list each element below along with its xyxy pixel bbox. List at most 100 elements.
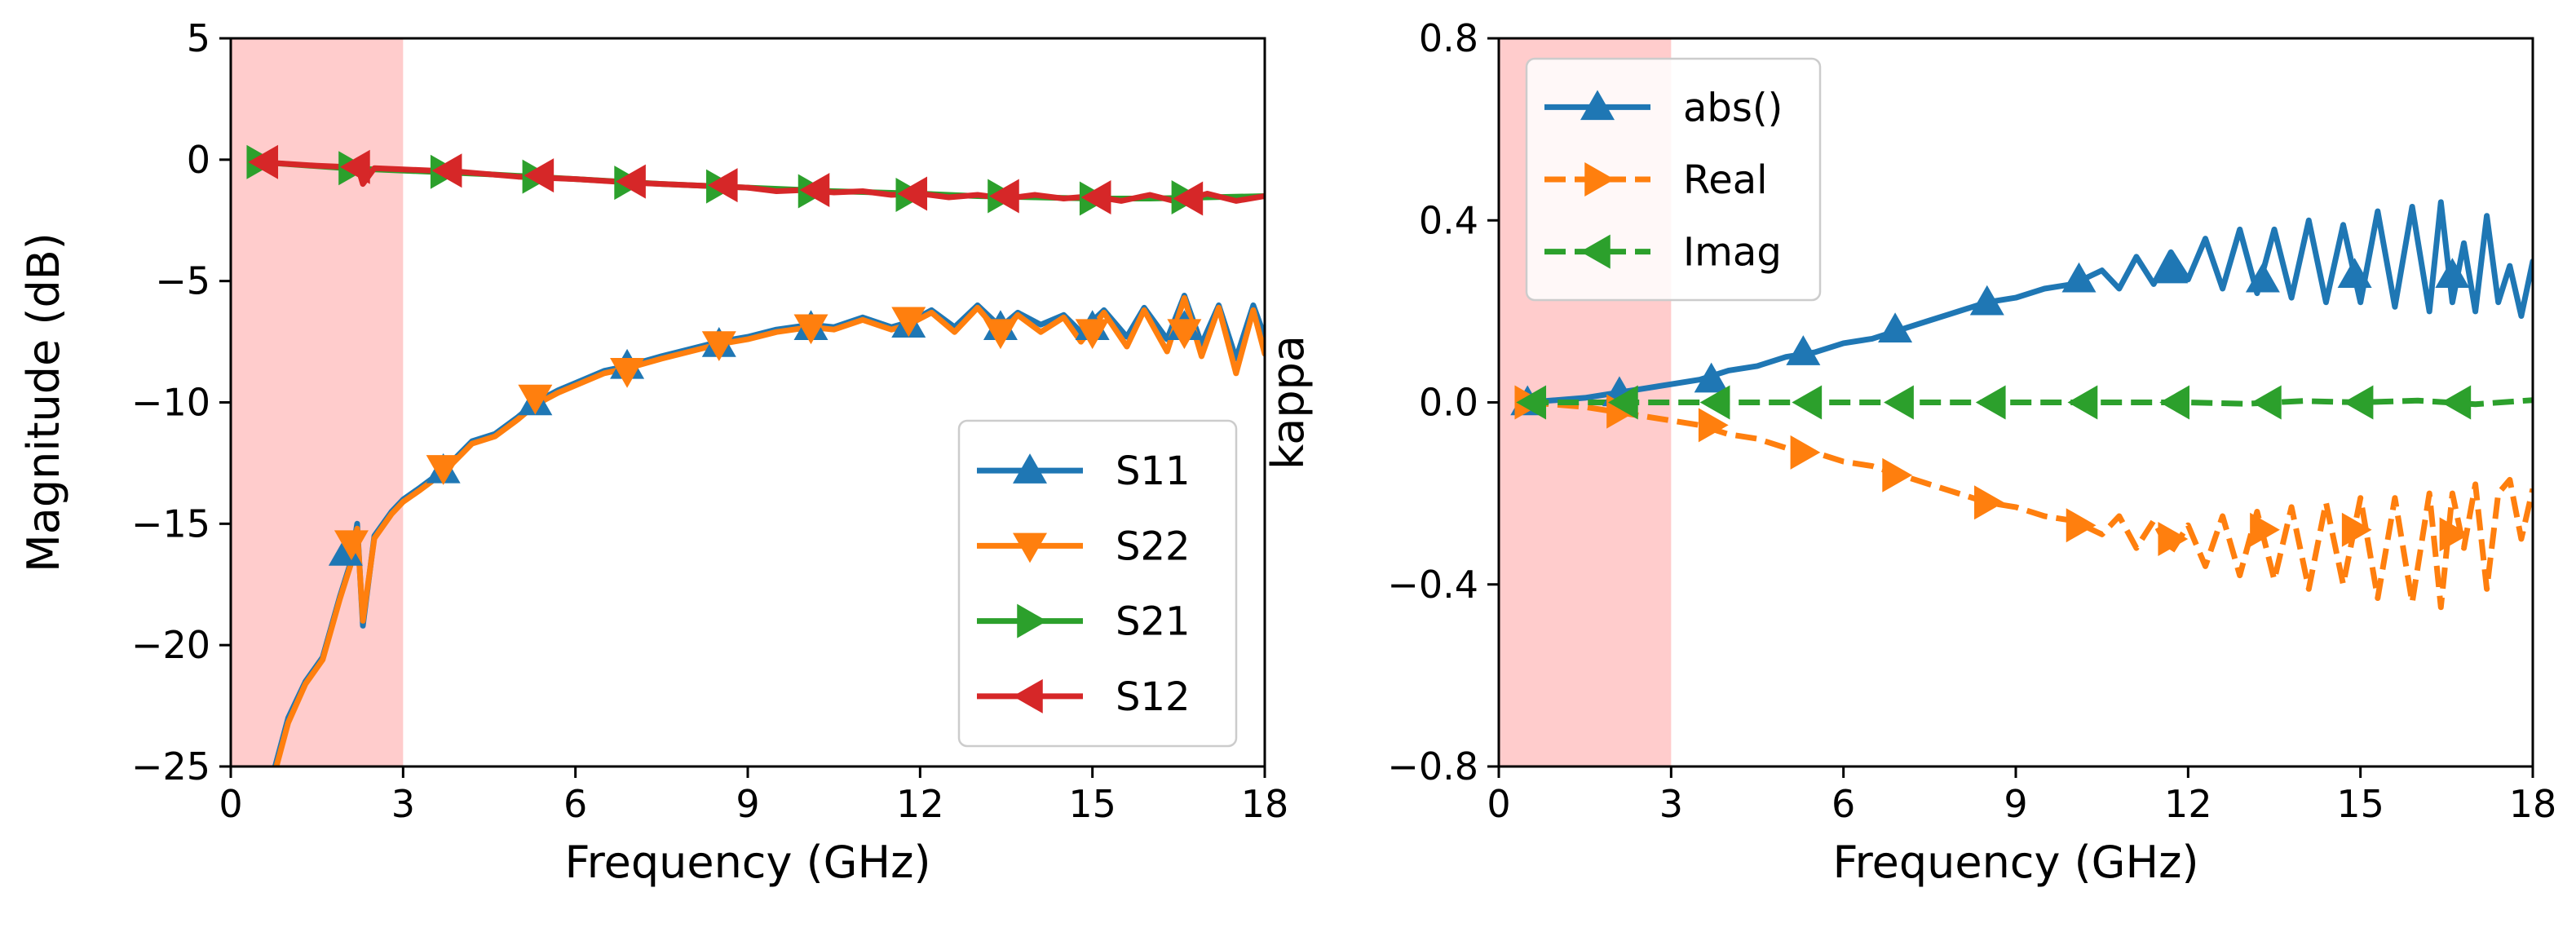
legend: abs() Real Imag bbox=[1525, 57, 1822, 302]
x-tick-label: 12 bbox=[2164, 782, 2212, 826]
legend-marker bbox=[1013, 678, 1043, 713]
plot-area bbox=[246, 144, 1265, 766]
shaded-band bbox=[231, 38, 404, 766]
legend-marker bbox=[1584, 162, 1615, 197]
series-marker-s22 bbox=[983, 319, 1018, 350]
series-marker-abs bbox=[1878, 312, 1913, 342]
series-marker-abs bbox=[1694, 362, 1729, 393]
legend-label: S21 bbox=[1116, 599, 1191, 645]
x-tick-label: 6 bbox=[1831, 782, 1855, 826]
y-tick-label: 0 bbox=[187, 138, 210, 182]
series-marker-s12 bbox=[616, 164, 646, 199]
legend-marker bbox=[1017, 603, 1047, 638]
series-marker-imag bbox=[1884, 385, 1914, 420]
plot-area bbox=[1510, 199, 2533, 611]
series-marker-imag bbox=[1792, 385, 1823, 420]
y-tick-label: −20 bbox=[131, 623, 210, 667]
series-marker-s12 bbox=[707, 168, 738, 203]
series-marker-s22 bbox=[1167, 319, 1202, 350]
x-tick-label: 15 bbox=[1068, 782, 1116, 826]
series-line-imag bbox=[1527, 397, 2533, 408]
series-marker-real bbox=[1698, 408, 1729, 443]
series-marker-imag bbox=[2067, 385, 2098, 420]
series-marker-real bbox=[2341, 512, 2372, 547]
series-marker-abs bbox=[2245, 262, 2280, 293]
series-line-s22 bbox=[273, 295, 1265, 766]
x-axis-label: Frequency (GHz) bbox=[564, 837, 930, 888]
y-tick-label: 5 bbox=[187, 16, 210, 60]
series-marker-imag bbox=[2251, 385, 2282, 420]
series-marker-abs bbox=[2435, 258, 2470, 288]
x-tick-label: 15 bbox=[2336, 782, 2384, 826]
series-marker-real bbox=[2250, 512, 2280, 547]
series-marker-abs bbox=[2061, 262, 2097, 293]
series-marker-real bbox=[1790, 435, 1821, 470]
x-tick-label: 3 bbox=[391, 782, 415, 826]
y-tick-label: −15 bbox=[131, 501, 210, 546]
series-marker-imag bbox=[2343, 385, 2374, 420]
series-line-s12 bbox=[256, 159, 1265, 205]
series-marker-s12 bbox=[897, 176, 928, 211]
y-tick-label: −25 bbox=[131, 744, 210, 788]
x-tick-label: 18 bbox=[1241, 782, 1289, 826]
legend-label: S11 bbox=[1116, 448, 1191, 494]
series-line-abs bbox=[1524, 199, 2533, 405]
series-marker-s22 bbox=[334, 530, 369, 561]
series-marker-abs bbox=[2337, 258, 2372, 288]
series-marker-s12 bbox=[799, 173, 830, 208]
series-marker-s22 bbox=[891, 307, 926, 338]
x-tick-label: 3 bbox=[1659, 782, 1683, 826]
series-marker-real bbox=[2158, 521, 2189, 556]
series-marker-s22 bbox=[1075, 319, 1110, 350]
legend-marker bbox=[1580, 234, 1611, 269]
legend-label: S12 bbox=[1116, 674, 1191, 720]
y-tick-label: 0.0 bbox=[1419, 381, 1478, 425]
chart-panel-mag: 0 3 6 9 12 15 18 5 0 −5 −10 −15 −20 −25 Frequency (GHz… bbox=[18, 16, 1288, 888]
series-marker-imag bbox=[2441, 385, 2472, 420]
legend: S11 S22 S21 S12 bbox=[957, 419, 1238, 748]
series-marker-s22 bbox=[518, 384, 553, 415]
legend-label: abs() bbox=[1683, 85, 1783, 130]
series-marker-s12 bbox=[431, 153, 462, 188]
series-marker-s22 bbox=[793, 314, 828, 345]
series-marker-imag bbox=[2159, 385, 2189, 420]
series-marker-s12 bbox=[989, 179, 1019, 214]
series-marker-imag bbox=[1607, 385, 1638, 420]
series-marker-imag bbox=[1975, 385, 2006, 420]
legend-marker bbox=[1013, 532, 1047, 563]
series-line-real bbox=[1527, 400, 2533, 611]
x-tick-label: 9 bbox=[2004, 782, 2027, 826]
x-tick-label: 0 bbox=[219, 782, 242, 826]
series-marker-s22 bbox=[426, 455, 461, 485]
series-marker-abs bbox=[1786, 335, 1821, 365]
legend-label: S22 bbox=[1116, 523, 1191, 569]
series-marker-abs bbox=[1969, 285, 2004, 316]
legend-box bbox=[957, 419, 1238, 748]
series-marker-real bbox=[2066, 508, 2097, 543]
series-marker-abs bbox=[2154, 253, 2189, 284]
x-tick-label: 12 bbox=[896, 782, 944, 826]
legend-label: Imag bbox=[1683, 230, 1782, 276]
series-marker-real bbox=[1974, 485, 2004, 520]
y-axis-label: Magnitude (dB) bbox=[18, 232, 69, 572]
y-axis-label: kappa bbox=[1262, 335, 1314, 470]
series-marker-imag bbox=[1699, 385, 1730, 420]
series-marker-s22 bbox=[610, 358, 645, 388]
y-tick-label: 0.4 bbox=[1419, 198, 1478, 242]
series-marker-s12 bbox=[339, 149, 370, 184]
series-marker-s22 bbox=[701, 331, 736, 362]
legend-marker bbox=[1580, 90, 1615, 121]
x-tick-label: 9 bbox=[736, 782, 759, 826]
x-tick-label: 0 bbox=[1487, 782, 1510, 826]
y-tick-label: −10 bbox=[131, 381, 210, 425]
series-marker-real bbox=[2439, 517, 2470, 552]
y-tick-label: 0.8 bbox=[1419, 16, 1478, 60]
series-marker-s12 bbox=[1080, 179, 1111, 214]
series-marker-s11 bbox=[328, 536, 363, 566]
y-tick-label: −0.8 bbox=[1387, 744, 1478, 788]
x-tick-label: 6 bbox=[563, 782, 587, 826]
series-marker-s12 bbox=[248, 144, 279, 179]
series-marker-real bbox=[1882, 457, 1913, 493]
